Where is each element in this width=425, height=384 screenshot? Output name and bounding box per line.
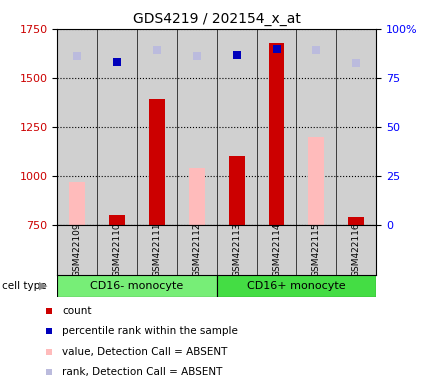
- Bar: [336, 29, 376, 225]
- Text: GSM422110: GSM422110: [113, 222, 122, 277]
- Bar: [189, 168, 205, 225]
- Bar: [257, 29, 296, 225]
- Text: GSM422114: GSM422114: [272, 222, 281, 277]
- Text: percentile rank within the sample: percentile rank within the sample: [62, 326, 238, 336]
- Bar: [296, 29, 336, 225]
- Text: GSM422112: GSM422112: [193, 222, 201, 277]
- Text: GSM422109: GSM422109: [73, 222, 82, 277]
- Bar: [217, 275, 376, 297]
- Bar: [97, 29, 137, 225]
- Bar: [57, 275, 217, 297]
- Text: CD16+ monocyte: CD16+ monocyte: [247, 281, 346, 291]
- Bar: [69, 182, 85, 225]
- Text: value, Detection Call = ABSENT: value, Detection Call = ABSENT: [62, 346, 227, 357]
- Text: CD16- monocyte: CD16- monocyte: [91, 281, 184, 291]
- Text: GSM422111: GSM422111: [153, 222, 162, 277]
- Bar: [149, 99, 165, 225]
- Text: GSM422116: GSM422116: [352, 222, 361, 277]
- Text: ▶: ▶: [39, 281, 48, 291]
- Bar: [269, 43, 284, 225]
- Text: count: count: [62, 306, 92, 316]
- Bar: [217, 29, 257, 225]
- Text: GSM422115: GSM422115: [312, 222, 321, 277]
- Bar: [309, 136, 324, 225]
- Bar: [109, 215, 125, 225]
- Bar: [229, 156, 245, 225]
- Bar: [348, 217, 364, 225]
- Bar: [57, 29, 97, 225]
- Text: rank, Detection Call = ABSENT: rank, Detection Call = ABSENT: [62, 367, 223, 377]
- Text: cell type: cell type: [2, 281, 47, 291]
- Bar: [137, 29, 177, 225]
- Title: GDS4219 / 202154_x_at: GDS4219 / 202154_x_at: [133, 12, 300, 26]
- Bar: [177, 29, 217, 225]
- Text: GSM422113: GSM422113: [232, 222, 241, 277]
